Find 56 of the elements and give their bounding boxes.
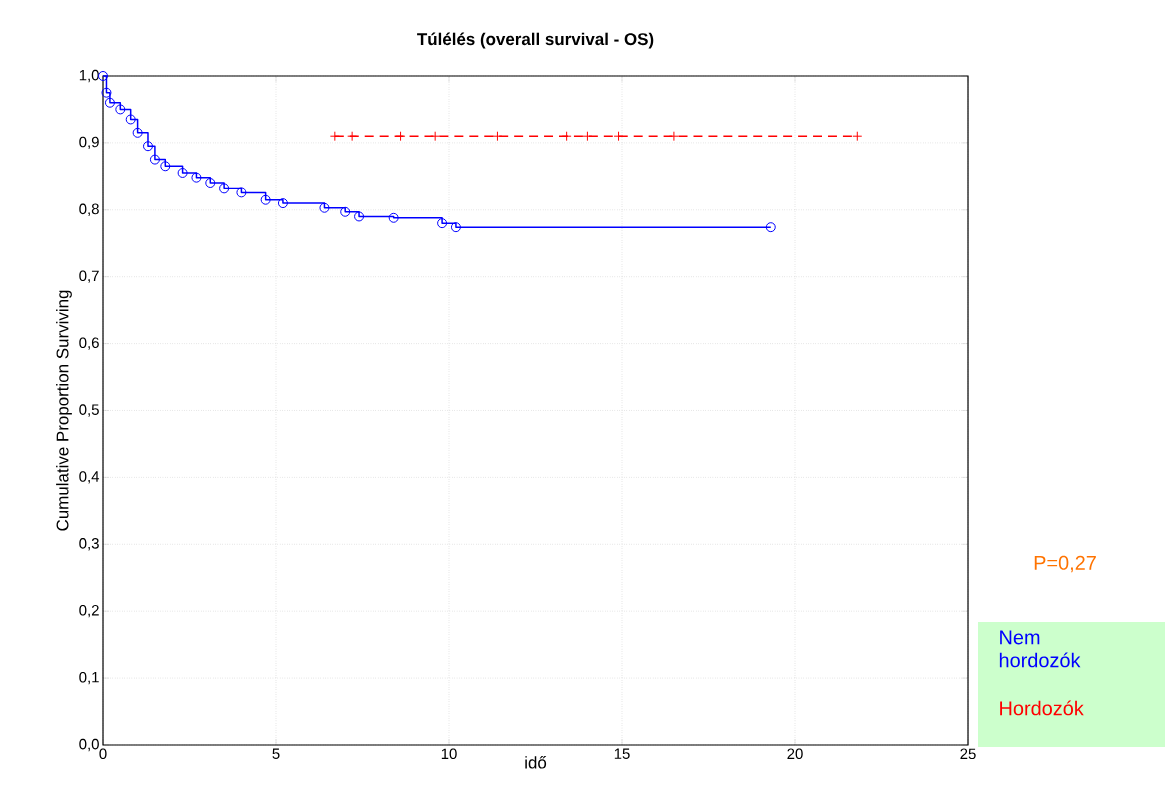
point	[765, 222, 776, 233]
y-tick-label: 1,0	[79, 69, 99, 83]
point	[319, 202, 330, 213]
y-tick-label: 0,5	[79, 404, 99, 417]
y-tick-label: 0,8	[79, 203, 99, 216]
point	[388, 212, 399, 223]
y-tick-label: 0,7	[79, 270, 99, 283]
y-axis-title: Cumulative Proportion Surviving	[56, 290, 72, 531]
x-tick-label: 15	[614, 748, 630, 759]
text: Nem hordozók	[999, 630, 1081, 668]
x-tick-label: 10	[441, 748, 457, 760]
y-tick-label: 0,6	[79, 337, 99, 350]
point	[132, 127, 143, 138]
point	[668, 131, 679, 142]
x-tick-label: 5	[272, 748, 280, 759]
point	[354, 211, 365, 222]
x-tick-label: 25	[960, 748, 976, 760]
text: Hordozók	[1000, 700, 1084, 716]
point	[561, 131, 572, 142]
y-tick-label: 0,3	[79, 538, 99, 551]
point	[143, 141, 153, 152]
point	[191, 172, 202, 183]
x-tick-label: 20	[787, 748, 803, 760]
point	[437, 218, 448, 229]
point	[219, 183, 230, 194]
point	[236, 187, 247, 198]
point	[160, 161, 171, 172]
point	[492, 131, 503, 142]
x-tick-label: 0	[99, 748, 107, 760]
y-tick-label: 0,2	[79, 605, 99, 618]
text: P=0,27	[1034, 555, 1096, 573]
y-tick-label: 0,4	[79, 471, 100, 484]
point	[430, 131, 441, 142]
point	[149, 154, 160, 165]
point	[395, 131, 406, 142]
point	[852, 131, 863, 142]
point	[277, 198, 288, 209]
x-axis-title: idő	[525, 755, 547, 769]
y-tick-label: 0,0	[79, 738, 99, 752]
point	[582, 131, 593, 142]
point	[104, 97, 115, 108]
point	[98, 71, 108, 81]
point	[613, 131, 624, 142]
point	[347, 131, 358, 142]
point	[115, 104, 126, 115]
point	[101, 87, 112, 98]
point	[340, 206, 351, 217]
point	[450, 222, 461, 233]
point	[125, 114, 136, 125]
y-tick-label: 0,9	[79, 136, 99, 150]
point	[260, 194, 271, 205]
y-tick-label: 0,1	[79, 671, 99, 685]
chart-title: Túlélés (overall survival - OS)	[417, 32, 654, 49]
point	[205, 178, 216, 188]
point	[177, 168, 188, 178]
point	[329, 131, 340, 142]
